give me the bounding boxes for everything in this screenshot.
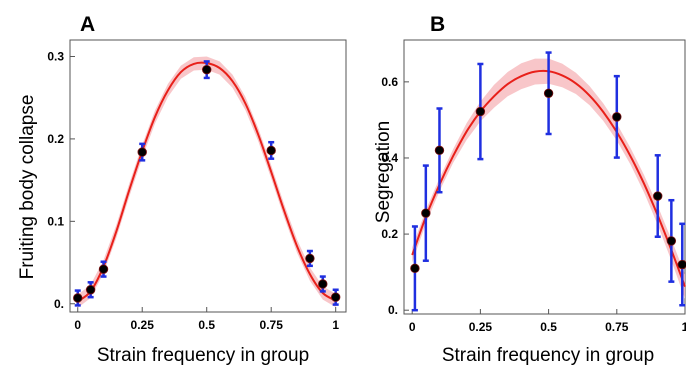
- panel-a-ticks: 0 0.25 0.5 0.75 1 0. 0.1 0.2 0.3: [47, 49, 339, 332]
- panel-a-data-point: [98, 264, 109, 274]
- panel-a-plot-frame: [69, 39, 347, 313]
- panel-a-x-tick-label: 1: [332, 318, 339, 332]
- panel-b-data-point: [612, 112, 622, 122]
- panel-a-x-tick-label: 0.5: [198, 318, 215, 332]
- panel-a-fit-curve: [77, 61, 337, 303]
- panel-a-x-axis-title: Strain frequency in group: [97, 345, 309, 366]
- panel-a-data-point: [318, 279, 328, 289]
- panel-a-points: [73, 64, 341, 303]
- panel-a: A Fruiting body collapse Strain frequenc…: [17, 13, 347, 366]
- panel-a-y-axis-title: Fruiting body collapse: [17, 95, 38, 280]
- panel-b-data-point: [434, 145, 445, 156]
- panel-b-y-tick-label: 0.4: [381, 151, 398, 165]
- panel-b-y-tick-label: 0.2: [381, 227, 398, 241]
- panel-a-fit-band: [77, 56, 336, 308]
- panel-b-y-tick-label: 0.: [388, 303, 398, 317]
- panel-a-y-tick-label: 0.2: [47, 132, 64, 146]
- panel-b-plot-frame: [403, 39, 686, 315]
- panel-b-data-point: [543, 88, 554, 98]
- panel-b-data-point: [677, 259, 686, 270]
- panel-b-ticks: 0 0.25 0.5 0.75 1 0. 0.2 0.4 0.6: [381, 75, 686, 334]
- panel-b-label: B: [430, 13, 445, 36]
- panel-b-x-axis-title: Strain frequency in group: [442, 345, 654, 366]
- panel-b-x-tick-label: 0.75: [605, 320, 629, 334]
- panel-a-y-tick-label: 0.1: [47, 214, 64, 228]
- panel-a-x-tick-label: 0.25: [131, 318, 155, 332]
- panel-a-data-point: [202, 64, 212, 75]
- panel-a-x-tick-label: 0.75: [260, 318, 284, 332]
- panel-a-data-point: [137, 147, 147, 157]
- panel-a-error-bars: [74, 60, 339, 307]
- panel-a-label: A: [80, 13, 95, 36]
- panel-b-x-tick-label: 0.25: [469, 320, 493, 334]
- panel-b-data-point: [410, 263, 420, 274]
- panel-b-x-tick-label: 0: [409, 320, 416, 334]
- panel-a-x-tick-label: 0: [74, 318, 81, 332]
- panel-b-data-point: [666, 236, 677, 246]
- panel-b-points: [410, 88, 686, 274]
- panel-b-y-axis-title: Segregation: [373, 121, 394, 223]
- panel-b-x-tick-label: 1: [682, 320, 686, 334]
- panel-a-fit-line: [77, 61, 337, 303]
- panel-b-y-tick-label: 0.6: [381, 75, 398, 89]
- panel-b-x-tick-label: 0.5: [540, 320, 557, 334]
- panel-a-confidence-band: [77, 56, 336, 308]
- panel-a-data-point: [266, 145, 276, 156]
- panel-a-data-point: [85, 285, 96, 295]
- panel-a-y-tick-label: 0.: [54, 297, 64, 311]
- panel-a-data-point: [73, 293, 83, 303]
- panel-a-y-tick-label: 0.3: [47, 49, 64, 63]
- panel-b-data-point: [475, 106, 486, 117]
- panel-b: B Segregation Strain frequency in group …: [373, 13, 686, 366]
- panel-a-data-point: [330, 292, 341, 302]
- panel-b-data-point: [653, 191, 663, 201]
- panel-a-data-point: [305, 253, 315, 264]
- panel-b-data-point: [421, 208, 431, 218]
